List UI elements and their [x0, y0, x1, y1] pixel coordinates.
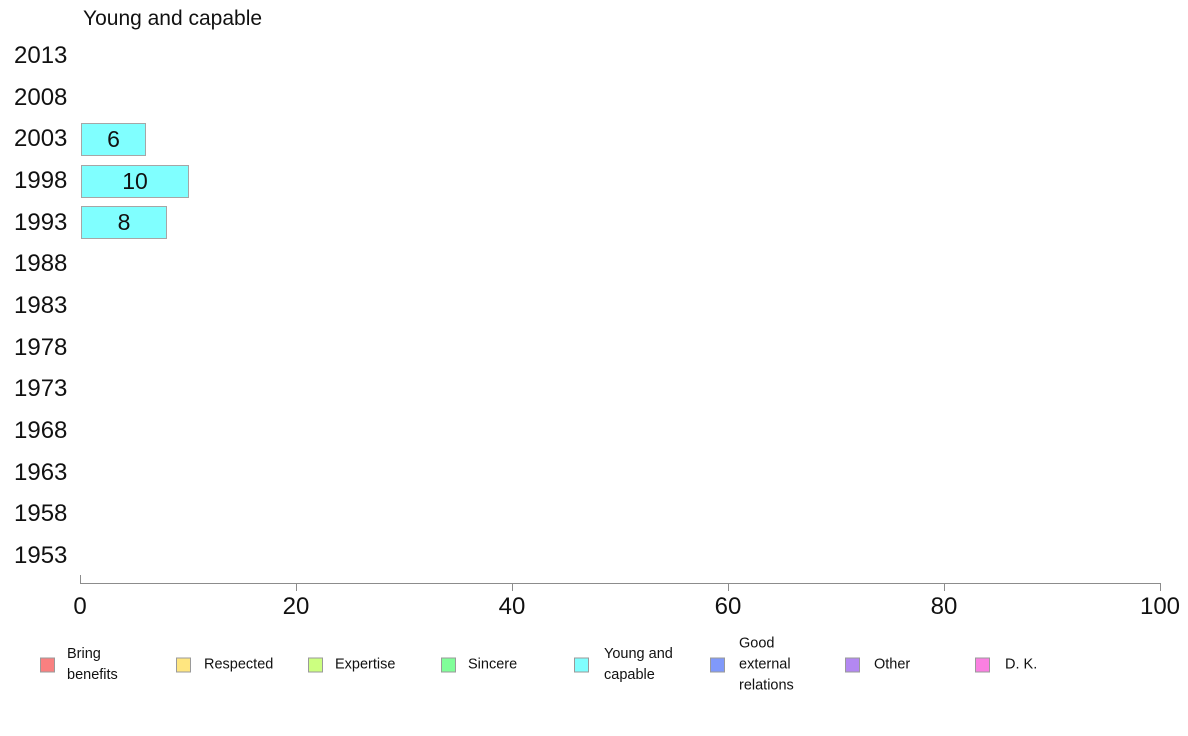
y-axis-label: 1988	[14, 250, 68, 278]
x-axis-tick	[1160, 583, 1161, 591]
legend-swatch	[176, 657, 191, 673]
x-axis-tick	[296, 583, 297, 591]
legend-swatch	[710, 657, 725, 673]
y-axis-label: 2003	[14, 125, 68, 153]
legend-label: Expertise	[335, 656, 396, 673]
x-axis-tick	[944, 583, 945, 591]
y-axis-label: 1953	[14, 542, 68, 570]
bar-value-label: 8	[117, 209, 131, 236]
legend-label: Young and capable	[604, 646, 673, 683]
y-axis-label: 2013	[14, 42, 68, 69]
x-axis-tick	[512, 583, 513, 591]
x-axis-tick-label: 0	[73, 593, 87, 620]
x-axis-tick	[728, 583, 729, 591]
bar: 8	[81, 206, 167, 240]
x-axis-tick-label: 80	[930, 593, 958, 620]
y-axis-label: 1958	[14, 500, 68, 528]
x-axis-tick-label: 40	[498, 593, 526, 620]
y-axis-label: 2008	[14, 83, 68, 111]
legend-swatch	[441, 657, 456, 673]
legend-swatch	[975, 657, 990, 673]
legend-swatch	[574, 657, 589, 673]
legend-label: Sincere	[468, 656, 518, 673]
bar-value-label: 10	[122, 167, 148, 194]
bar-value-label: 6	[107, 125, 120, 152]
bar: 10	[81, 164, 189, 198]
legend-label: Bring benefits	[67, 646, 118, 683]
x-axis-line	[80, 583, 1160, 584]
y-axis-label: 1973	[14, 375, 68, 403]
y-axis-label: 1993	[14, 208, 68, 236]
y-axis-label: 1968	[14, 417, 68, 445]
x-axis-tick-label: 100	[1139, 593, 1181, 620]
y-axis-label: 1978	[14, 333, 68, 361]
x-axis-tick-label: 60	[714, 593, 742, 620]
y-axis-label: 1998	[14, 167, 68, 194]
legend-label: Other	[874, 656, 911, 673]
y-axis-label: 1963	[14, 458, 68, 486]
legend-label: Respected	[204, 656, 274, 673]
chart-title: Young and capable	[83, 7, 263, 30]
legend-label: D. K.	[1005, 656, 1038, 673]
bar: 6	[81, 122, 146, 156]
y-axis-label: 1983	[14, 292, 68, 320]
legend-swatch	[40, 657, 55, 673]
legend-swatch	[308, 657, 323, 673]
legend-swatch	[845, 657, 860, 673]
x-axis-origin-tick	[80, 575, 81, 583]
x-axis-tick-label: 20	[282, 593, 310, 620]
legend-label: Good external relations	[739, 635, 794, 694]
